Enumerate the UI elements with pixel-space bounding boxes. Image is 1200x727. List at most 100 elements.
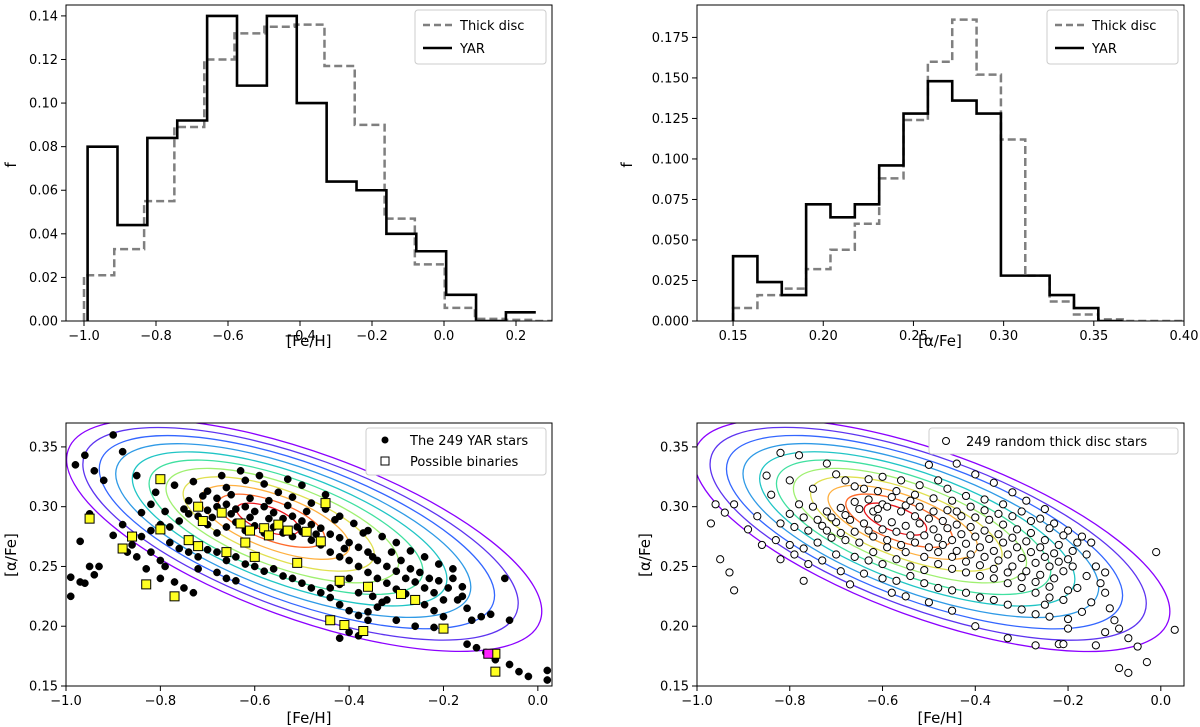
thick-disc-star-point (947, 564, 957, 573)
thick-disc-star-point (850, 552, 859, 561)
yar-star-point (345, 538, 353, 547)
yar-star-point (156, 574, 165, 583)
thick-disc-star-point (850, 497, 859, 506)
thick-disc-star-point (1003, 634, 1012, 643)
thick-disc-star-point (1045, 612, 1054, 621)
thick-disc-star-point (1045, 593, 1054, 602)
thick-disc-star-point (859, 484, 869, 493)
binary-star-marker (249, 551, 260, 562)
yar-star-point (232, 576, 240, 585)
yar-star-point (109, 531, 118, 540)
thick-disc-star-point (1068, 562, 1077, 571)
yar-star-point (430, 588, 438, 597)
panel-alphafe-histogram: 0.15 0.20 0.25 0.30 0.35 0.40 0.000 0.025 0.050 0… (618, 4, 1198, 350)
binary-star-marker (438, 623, 449, 634)
yar-star-point (227, 490, 235, 499)
y-tick-label: 0.04 (29, 227, 58, 242)
thick-disc-star-point (1031, 558, 1040, 567)
thick-disc-star-point (790, 522, 799, 532)
histogram-steps (731, 18, 1184, 321)
thick-disc-star-point (1068, 546, 1077, 556)
yar-histogram-line (731, 79, 1123, 321)
thick-disc-star-point (1036, 543, 1045, 552)
binary-star-marker (221, 547, 232, 558)
thick-disc-star-point (1087, 598, 1096, 607)
y-axis-label: f (2, 162, 20, 168)
thick-disc-star-point (1059, 640, 1068, 649)
yar-star-point (288, 512, 297, 521)
yar-star-point (170, 578, 179, 586)
thick-disc-star-point (757, 540, 767, 550)
yar-star-point (184, 510, 193, 518)
thick-disc-star-point (980, 495, 989, 504)
thick-disc-star-point (827, 513, 836, 522)
yar-star-point (161, 562, 169, 571)
x-tick-label: −0.4 (284, 329, 316, 344)
thick-disc-star-point (850, 482, 859, 491)
thick-disc-star-point (1026, 528, 1036, 538)
yar-star-point (354, 611, 363, 620)
yar-star-point (383, 579, 391, 588)
thick-disc-star-point (915, 519, 924, 528)
yar-star-point (222, 556, 231, 565)
legend: Thick disc YAR (1046, 9, 1179, 65)
thick-disc-star-point (952, 507, 961, 516)
y-axis-label: f (618, 162, 636, 168)
thick-disc-star-point (915, 481, 924, 490)
thick-disc-star-point (1096, 579, 1105, 588)
thick-disc-star-point (934, 476, 943, 485)
thick-disc-star-point (864, 556, 873, 565)
yar-star-point (500, 574, 509, 583)
yar-star-point (265, 496, 273, 505)
thick-disc-star-point (901, 592, 910, 601)
thick-disc-star-point (822, 459, 831, 468)
legend-label-binaries: Possible binaries (410, 455, 519, 470)
x-tick-label: −0.8 (140, 329, 172, 344)
thick-disc-star-point (873, 487, 882, 496)
thick-disc-star-point (725, 568, 734, 577)
thick-disc-star-point (855, 504, 864, 514)
y-tick-label: 0.20 (660, 620, 689, 635)
thick-disc-star-point (878, 525, 887, 534)
axis-ticks: −1.0 −0.8 −0.6 −0.4 −0.2 0.0 0.15 0.20 0.25 0.30 0… (29, 440, 548, 709)
yar-star-point (406, 564, 415, 573)
thick-disc-star-point (1040, 504, 1049, 514)
thick-disc-star-point (1124, 634, 1133, 643)
thick-disc-star-point (813, 515, 822, 524)
yar-star-point (217, 471, 226, 480)
yar-star-point (307, 584, 316, 592)
yar-star-point (260, 567, 269, 576)
yar-star-point (66, 592, 75, 601)
yar-star-point (241, 502, 250, 511)
thick-disc-star-point (1114, 663, 1124, 673)
thick-disc-star-point (994, 530, 1003, 539)
thick-disc-star-point (1059, 595, 1068, 605)
thick-disc-star-point (971, 513, 980, 522)
yar-star-point (307, 499, 316, 507)
x-tick-label: 0.20 (809, 329, 838, 344)
thick-disc-star-point (989, 595, 998, 605)
yar-star-point (316, 588, 325, 597)
yar-star-point (406, 547, 415, 555)
legend: 249 random thick disc stars (928, 427, 1179, 455)
binary-star-marker (282, 525, 293, 536)
density-contour (775, 459, 1052, 596)
binary-star-marker (245, 525, 256, 536)
yar-star-point (118, 447, 127, 456)
thick-disc-star-point (887, 588, 896, 597)
thick-disc-star-point (952, 546, 961, 556)
yar-star-point (340, 544, 349, 553)
thick-disc-star-point (720, 508, 729, 517)
thick-disc-star-point (952, 520, 961, 529)
yar-star-point (364, 568, 372, 577)
yar-star-point (364, 548, 372, 556)
thick-disc-star-point (1054, 540, 1063, 550)
thick-disc-star-point (989, 546, 998, 556)
thick-disc-star-point (1017, 605, 1026, 614)
thick-disc-star-point (896, 540, 906, 550)
thick-disc-star-point (999, 500, 1008, 509)
thick-disc-star-point (901, 501, 910, 510)
yar-star-point (326, 593, 335, 602)
yar-star-point (425, 574, 434, 583)
yar-star-point (364, 616, 372, 625)
